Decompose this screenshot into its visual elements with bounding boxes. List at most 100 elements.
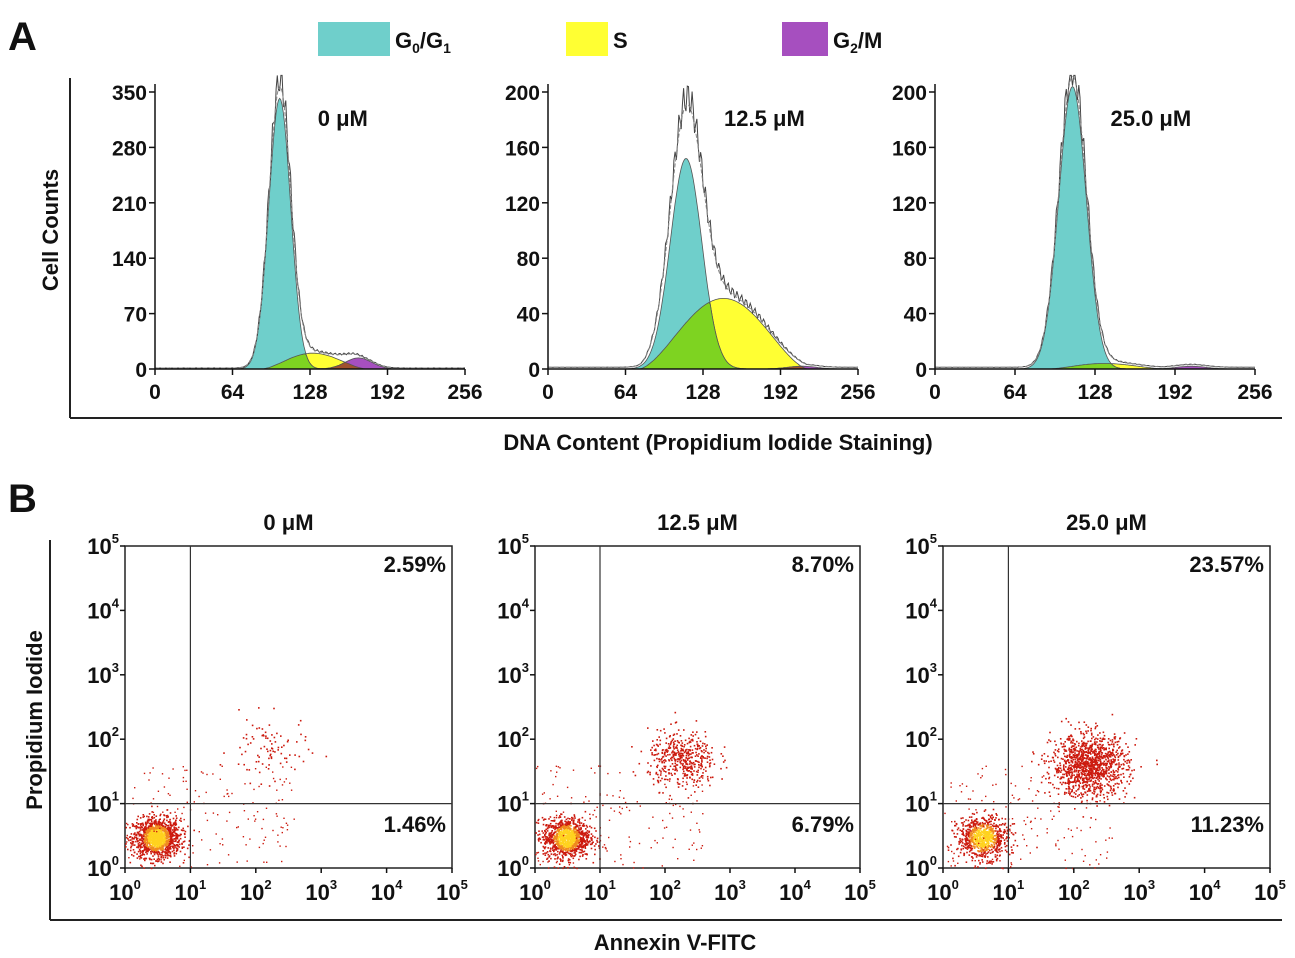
event-dot bbox=[553, 820, 556, 822]
event-dot bbox=[160, 856, 163, 858]
event-dot bbox=[1078, 786, 1081, 788]
event-dot bbox=[1004, 822, 1007, 825]
event-dot bbox=[998, 818, 1000, 821]
event-dot bbox=[1120, 763, 1123, 766]
event-dot bbox=[987, 848, 990, 851]
event-dot bbox=[1076, 740, 1078, 743]
event-dot bbox=[1092, 781, 1095, 783]
event-dot bbox=[969, 835, 972, 837]
event-dot bbox=[690, 734, 693, 736]
event-dot bbox=[581, 849, 583, 852]
event-dot bbox=[141, 822, 144, 825]
event-dot bbox=[563, 844, 566, 846]
event-dot bbox=[1097, 757, 1100, 760]
event-dot bbox=[555, 861, 558, 864]
event-dot bbox=[1071, 775, 1073, 777]
event-dot bbox=[143, 826, 146, 828]
event-dot bbox=[676, 747, 678, 749]
event-dot bbox=[690, 753, 692, 755]
event-dot bbox=[146, 829, 149, 832]
event-dot bbox=[981, 823, 984, 826]
event-dot bbox=[180, 817, 182, 820]
event-dot bbox=[142, 850, 144, 853]
event-dot bbox=[992, 825, 995, 828]
event-dot bbox=[961, 844, 963, 847]
event-dot bbox=[988, 821, 990, 824]
event-dot bbox=[554, 854, 557, 857]
event-dot bbox=[1070, 746, 1073, 748]
event-dot bbox=[152, 811, 155, 814]
event-dot bbox=[165, 852, 167, 855]
event-dot bbox=[696, 848, 698, 851]
event-dot bbox=[998, 824, 1001, 826]
event-dot bbox=[548, 840, 551, 842]
event-dot bbox=[245, 733, 248, 736]
event-dot bbox=[686, 774, 688, 777]
event-dot bbox=[164, 847, 167, 850]
event-dot bbox=[995, 817, 997, 819]
event-dot bbox=[1103, 801, 1106, 803]
event-dot bbox=[985, 820, 988, 823]
event-dot bbox=[720, 753, 723, 755]
event-dot bbox=[262, 818, 265, 821]
event-dot bbox=[681, 754, 683, 757]
event-dot bbox=[995, 848, 997, 850]
event-dot bbox=[978, 854, 981, 856]
event-dot bbox=[585, 853, 588, 855]
event-dot bbox=[553, 832, 555, 834]
event-dot bbox=[1094, 788, 1097, 791]
y-tick-label: 101 bbox=[497, 789, 529, 817]
event-dot bbox=[1113, 745, 1115, 748]
event-dot bbox=[986, 860, 989, 862]
event-dot bbox=[650, 765, 652, 767]
event-dot bbox=[703, 743, 706, 745]
event-dot bbox=[143, 772, 146, 775]
event-dot bbox=[652, 816, 654, 818]
event-dot bbox=[1097, 756, 1099, 758]
event-dot bbox=[674, 722, 677, 724]
event-dot bbox=[1040, 781, 1043, 784]
event-dot bbox=[626, 806, 628, 808]
event-dot bbox=[990, 827, 992, 830]
event-dot bbox=[1128, 751, 1131, 753]
event-dot bbox=[579, 849, 582, 851]
event-dot bbox=[573, 826, 575, 829]
event-dot bbox=[279, 778, 281, 781]
event-dot bbox=[160, 861, 163, 863]
event-dot bbox=[166, 809, 169, 811]
event-dot bbox=[544, 829, 546, 832]
event-dot bbox=[987, 814, 990, 816]
event-dot bbox=[1118, 783, 1120, 785]
event-dot bbox=[690, 761, 692, 764]
event-dot bbox=[983, 826, 985, 828]
event-dot bbox=[241, 753, 243, 756]
event-dot bbox=[688, 848, 690, 850]
event-dot bbox=[989, 849, 991, 852]
event-dot bbox=[981, 843, 984, 845]
y-tick-label: 104 bbox=[87, 595, 119, 623]
event-dot bbox=[578, 851, 581, 854]
event-dot bbox=[977, 850, 979, 852]
event-dot bbox=[223, 795, 225, 798]
event-dot bbox=[253, 815, 255, 817]
event-dot bbox=[165, 840, 167, 843]
event-dot bbox=[981, 848, 984, 850]
event-dot bbox=[1070, 795, 1073, 797]
event-dot bbox=[982, 854, 984, 856]
event-dot bbox=[172, 822, 175, 824]
event-dot bbox=[151, 862, 154, 865]
event-dot bbox=[996, 841, 998, 843]
event-dot bbox=[143, 829, 146, 831]
scatter-1-lower-right-percent: 1.46% bbox=[384, 812, 446, 837]
event-dot bbox=[680, 744, 682, 747]
event-dot bbox=[1114, 741, 1117, 744]
event-dot bbox=[1122, 772, 1125, 775]
event-dot bbox=[1114, 783, 1117, 785]
event-dot bbox=[548, 834, 550, 836]
event-dot bbox=[242, 737, 245, 739]
event-dot bbox=[970, 845, 972, 847]
event-dot bbox=[252, 738, 255, 740]
event-dot bbox=[546, 827, 549, 829]
event-dot bbox=[178, 826, 180, 829]
event-dot bbox=[971, 821, 973, 823]
